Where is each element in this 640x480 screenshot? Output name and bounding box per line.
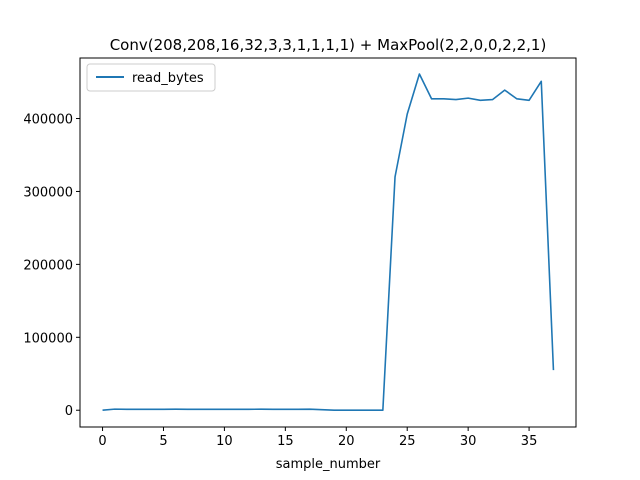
data-point: [138, 408, 140, 410]
x-tick-label: 0: [98, 434, 106, 449]
y-tick-label: 0: [65, 404, 73, 419]
x-tick-label: 30: [460, 434, 477, 449]
data-point: [309, 408, 311, 410]
x-tick-label: 20: [338, 434, 355, 449]
data-point: [260, 408, 262, 410]
legend-label-read-bytes: read_bytes: [132, 71, 204, 86]
data-point: [540, 81, 542, 83]
data-point: [248, 408, 250, 410]
data-point: [431, 98, 433, 100]
x-tick-label: 10: [216, 434, 233, 449]
legend-box: [86, 63, 216, 92]
x-axis-title: sample_number: [276, 457, 381, 472]
data-point: [126, 408, 128, 410]
legend: read_bytes: [86, 63, 216, 92]
data-point: [419, 73, 421, 75]
chart-title: Conv(208,208,16,32,3,3,1,1,1,1) + MaxPoo…: [110, 36, 547, 54]
data-point: [504, 89, 506, 91]
data-point: [358, 409, 360, 411]
data-point: [370, 409, 372, 411]
data-point: [382, 409, 384, 411]
data-point: [321, 409, 323, 411]
data-point: [528, 100, 530, 102]
data-point: [345, 409, 347, 411]
x-tick-label: 35: [521, 434, 538, 449]
data-point: [102, 409, 104, 411]
data-point: [467, 97, 469, 99]
data-point: [333, 409, 335, 411]
y-tick-label: 200000: [23, 258, 73, 273]
data-point: [114, 408, 116, 410]
data-point: [224, 408, 226, 410]
y-tick-label: 300000: [23, 185, 73, 200]
data-point: [175, 408, 177, 410]
series-line-0: [102, 73, 555, 412]
data-point: [516, 98, 518, 100]
data-point: [236, 408, 238, 410]
y-tick-label: 100000: [23, 331, 73, 346]
data-point: [163, 408, 165, 410]
data-point: [199, 408, 201, 410]
y-tick-label: 400000: [23, 113, 73, 128]
x-tick-label: 15: [277, 434, 294, 449]
data-point: [187, 408, 189, 410]
data-point: [285, 408, 287, 410]
data-point: [394, 176, 396, 178]
data-point: [406, 113, 408, 115]
data-point: [272, 408, 274, 410]
data-point: [297, 408, 299, 410]
x-tick-label: 5: [159, 434, 167, 449]
data-point: [480, 100, 482, 102]
plot-frame: [79, 57, 577, 428]
data-point: [443, 98, 445, 100]
data-point: [211, 408, 213, 410]
data-point: [492, 99, 494, 101]
data-point: [150, 408, 152, 410]
data-point: [553, 369, 555, 371]
x-tick-label: 25: [399, 434, 416, 449]
plot-area: 0 5 10 15 20 25 30 35 0 100000 200000 300000 400000: [23, 57, 577, 449]
data-point: [455, 99, 457, 101]
